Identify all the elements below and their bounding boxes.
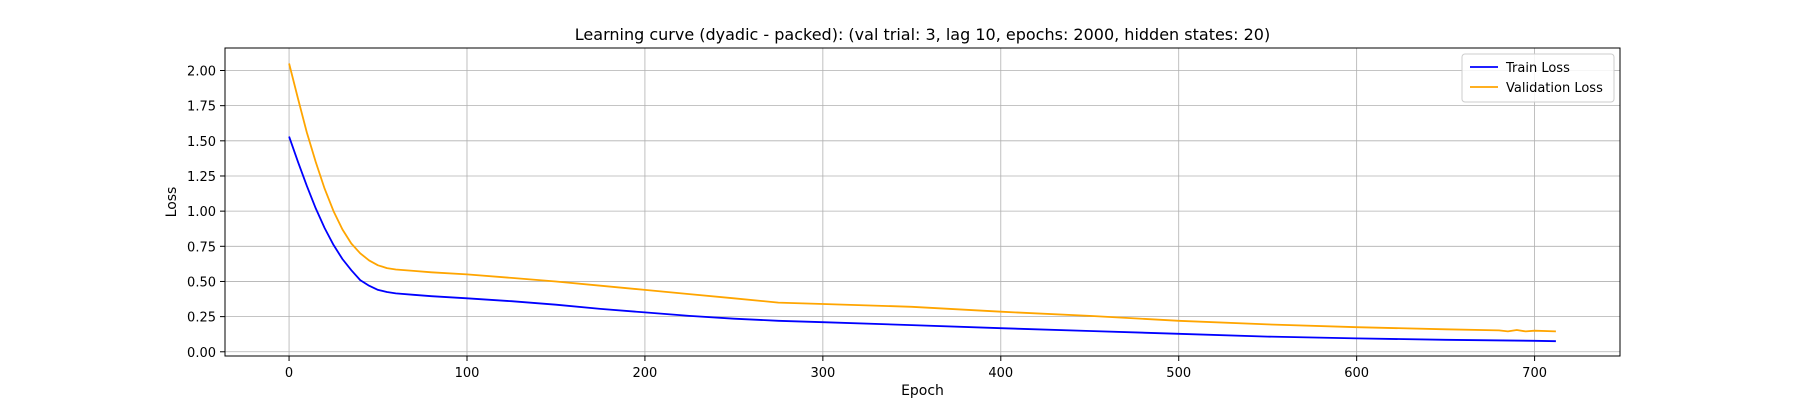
legend-box [1461, 53, 1615, 103]
x-tick-label: 200 [633, 366, 658, 381]
series-layer [288, 63, 1556, 343]
legend: Train Loss Validation Loss [1461, 53, 1615, 103]
series-line-validation-loss [288, 63, 1556, 333]
x-tick-label: 600 [1344, 366, 1369, 381]
y-tick-label: 0.00 [187, 346, 216, 361]
y-tick-label: 1.00 [187, 205, 216, 220]
y-tick-label: 1.50 [187, 135, 216, 150]
series-line-train-loss [288, 136, 1556, 343]
y-tick-label: 2.00 [187, 65, 216, 80]
grid [225, 48, 1620, 356]
x-axis-label: Epoch [901, 383, 944, 399]
x-axis-ticks: 0 100 200 300 400 500 600 700 [285, 356, 1547, 381]
legend-entry-label: Train Loss [1505, 61, 1570, 76]
y-axis-ticks: 0.00 0.25 0.50 0.75 1.00 1.25 1.50 1.75 2.00 [187, 65, 225, 361]
y-tick-label: 0.25 [187, 311, 216, 326]
y-tick-label: 1.25 [187, 170, 216, 185]
x-tick-label: 100 [455, 366, 480, 381]
x-tick-label: 700 [1522, 366, 1547, 381]
x-tick-label: 300 [810, 366, 835, 381]
plot-area-frame [224, 47, 1621, 357]
x-tick-label: 0 [285, 366, 293, 381]
y-tick-label: 0.50 [187, 275, 216, 290]
y-tick-label: 0.75 [187, 240, 216, 255]
chart-title: Learning curve (dyadic - packed): (val t… [575, 25, 1270, 44]
y-axis-label: Loss [164, 187, 180, 218]
x-tick-label: 500 [1166, 366, 1191, 381]
x-tick-label: 400 [988, 366, 1013, 381]
legend-entry-label: Validation Loss [1506, 81, 1603, 96]
y-tick-label: 1.75 [187, 100, 216, 115]
